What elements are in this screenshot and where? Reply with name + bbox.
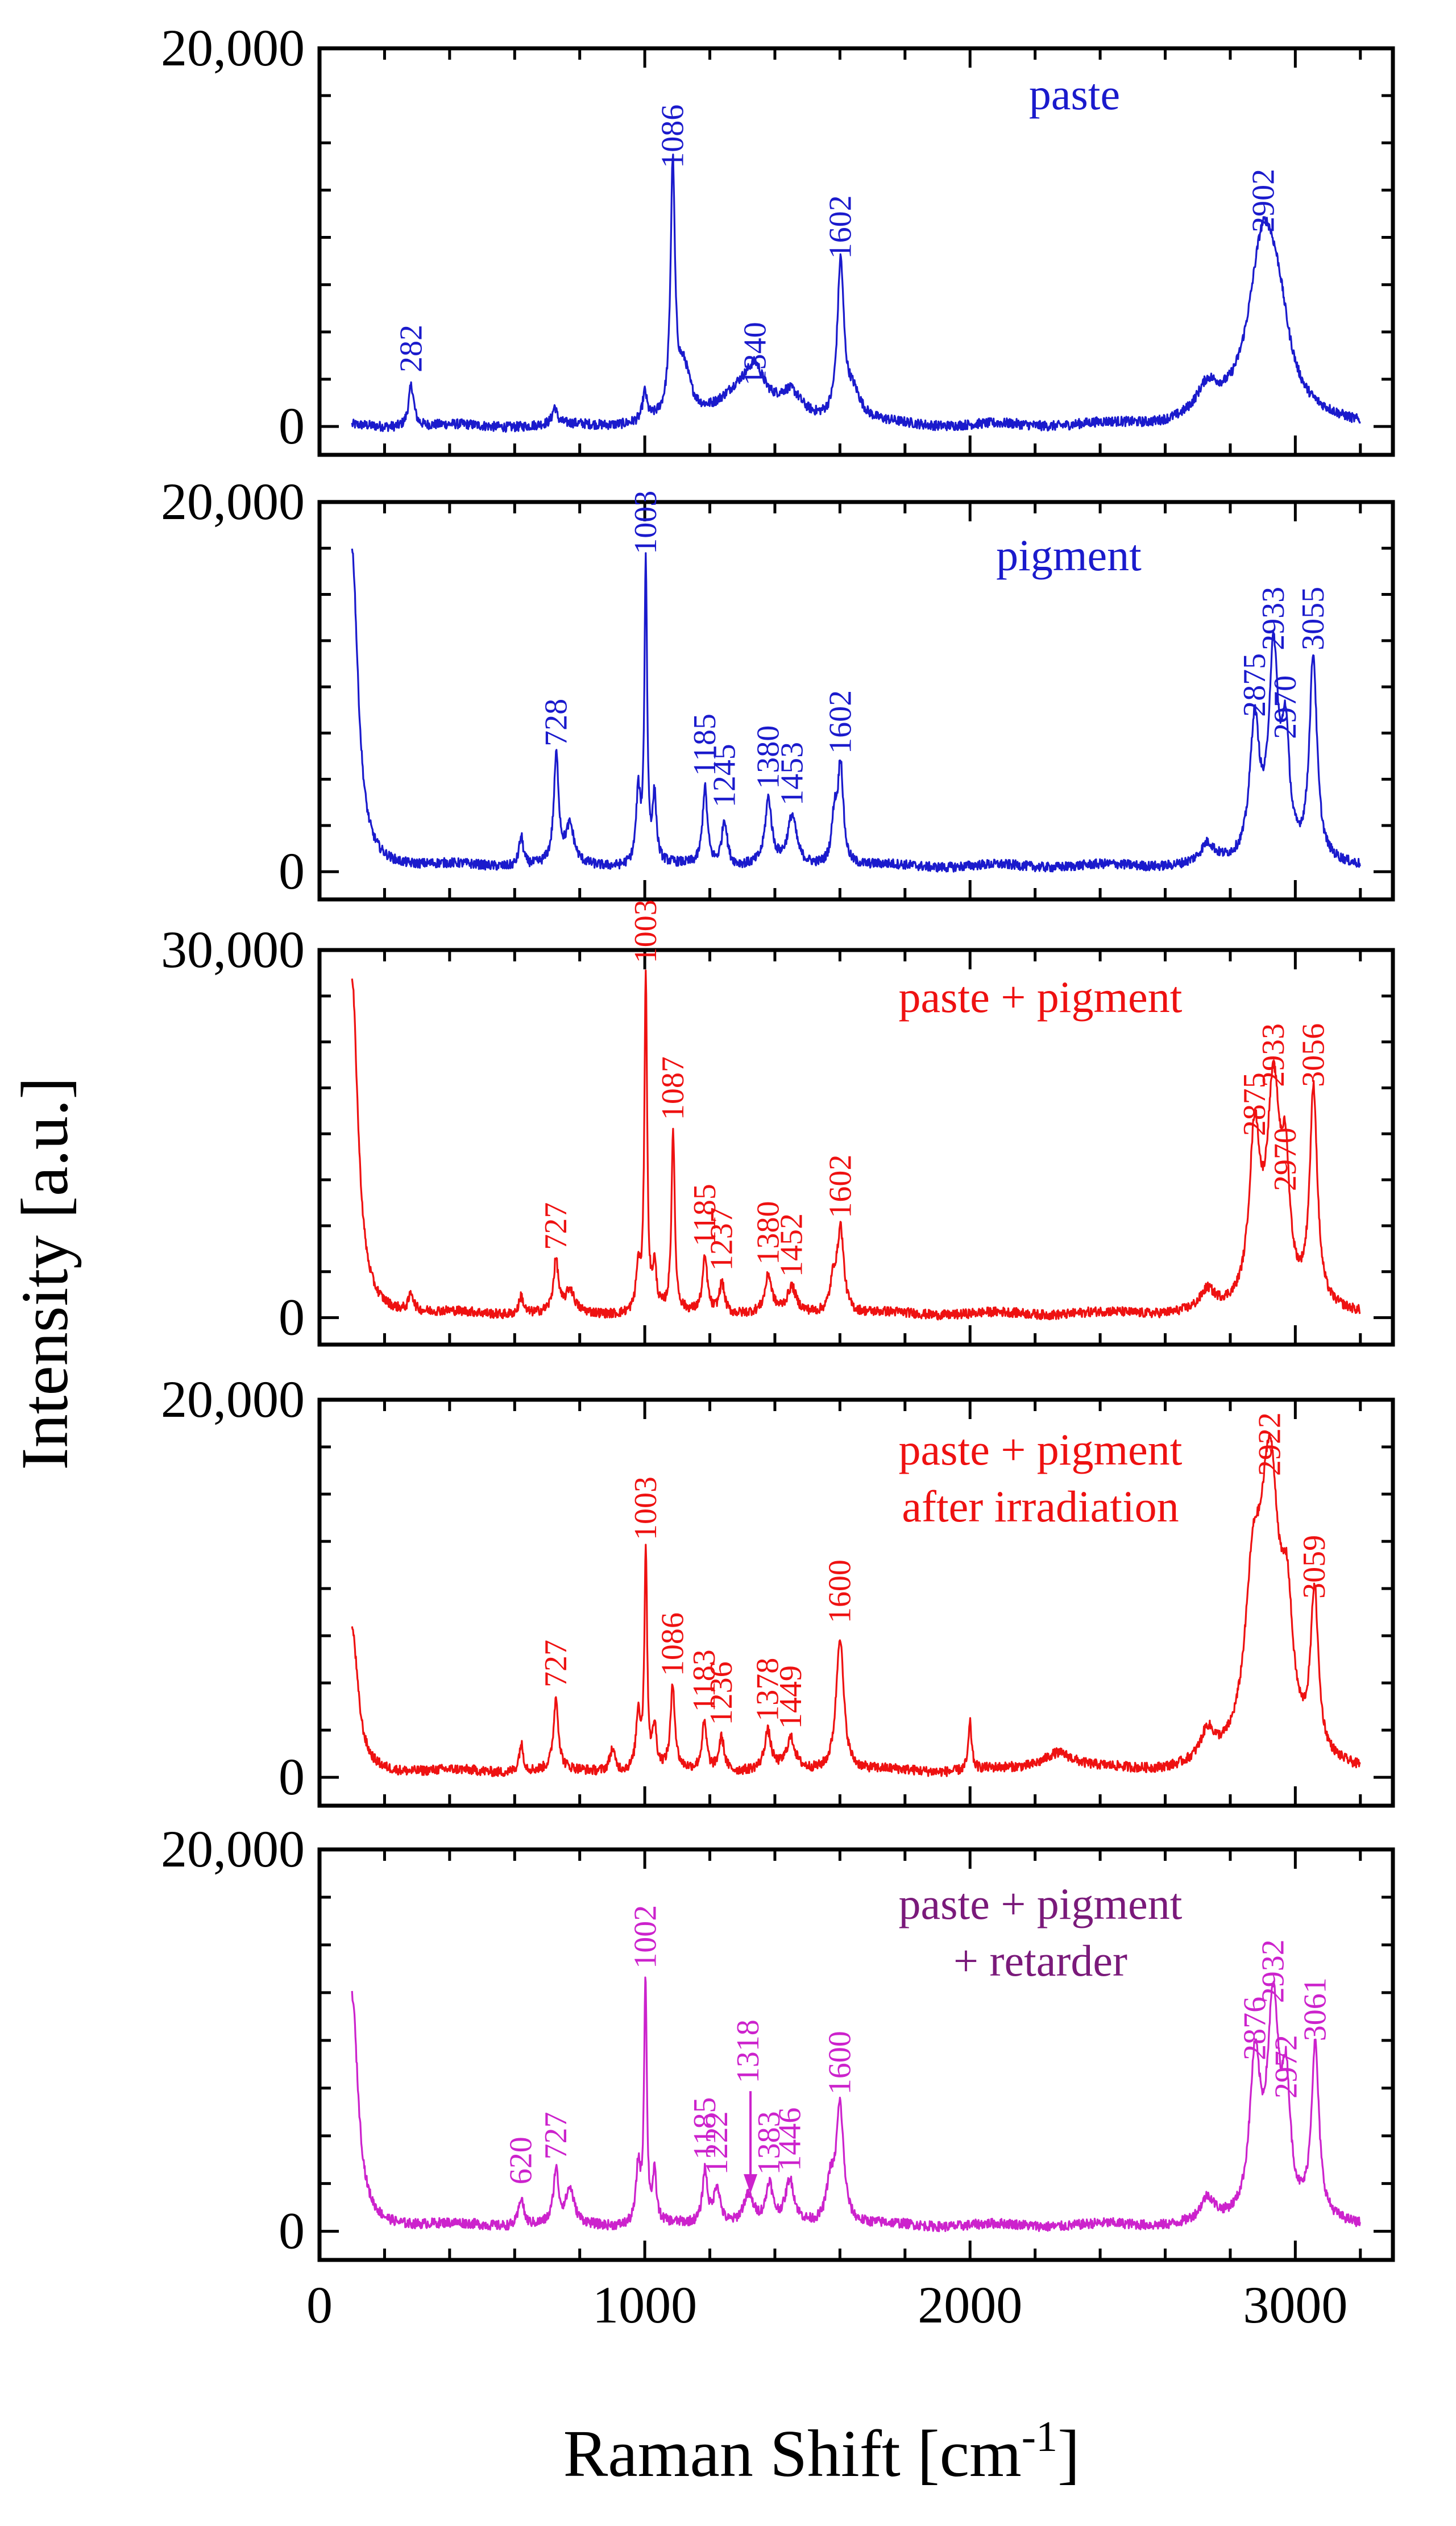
peak-label: 2933 [1256, 1023, 1291, 1087]
peak-arrow-head [744, 2174, 758, 2194]
panel-frame [317, 1397, 1395, 1808]
peak-label: 620 [504, 2137, 539, 2184]
peak-label: 2875 [1237, 653, 1272, 717]
x-axis-tick-labels: 0 1000 2000 3000 [306, 2276, 1347, 2334]
panel-title: paste + pigment [899, 1879, 1183, 1928]
y-tick-label: 20,000 [161, 1820, 305, 1878]
spectrum-line [351, 154, 1361, 433]
peak-label: 1380 [751, 725, 786, 789]
peak-label: 1087 [656, 1056, 691, 1120]
peak-label: 3059 [1297, 1535, 1332, 1599]
y-tick-label: 20,000 [161, 1370, 305, 1428]
y-tick-label: 20,000 [161, 19, 305, 77]
x-tick-label: 0 [306, 2276, 333, 2334]
peak-label: 1222 [699, 2111, 735, 2175]
peak-label: 1236 [704, 1661, 739, 1725]
spectrum-line [351, 969, 1361, 1321]
panel-frame [317, 46, 1395, 457]
peak-label: 3056 [1296, 1023, 1331, 1087]
peak-label: 1600 [822, 1559, 857, 1623]
peak-label: 1446 [772, 2108, 807, 2171]
peak-label: 2933 [1256, 587, 1291, 650]
peak-label: 1383 [752, 2111, 787, 2175]
peak-label: 2932 [1256, 1939, 1291, 2003]
peak-label: 1086 [655, 105, 690, 168]
spectrum-line [351, 1432, 1361, 1777]
panel-title: paste + pigment [899, 972, 1183, 1022]
peak-label: 1237 [704, 1207, 740, 1271]
peak-label: 2876 [1237, 1997, 1272, 2060]
panel-title: paste + pigment [899, 1425, 1183, 1474]
x-tick-label: 3000 [1243, 2276, 1347, 2334]
peak-label: 2970 [1268, 675, 1303, 739]
x-tick-label: 1000 [592, 2276, 697, 2334]
panel-frame [317, 1847, 1395, 2262]
panel-frame [317, 948, 1395, 1347]
peak-label: 1002 [628, 1905, 663, 1969]
y-axis-title: Intensity [a.u.] [7, 1077, 82, 1470]
spectrum-line [351, 1976, 1361, 2233]
y-tick-label: 0 [279, 842, 305, 900]
panel-title: + retarder [953, 1936, 1127, 1985]
peak-label: 1602 [823, 1155, 858, 1218]
peak-label: 728 [539, 699, 574, 746]
panel-frame [317, 500, 1395, 902]
panel-1: 0 20,000 paste 282 1086 1340 1602 2902 [161, 19, 1395, 457]
peak-label: 1185 [687, 714, 723, 776]
peak-label: 1003 [628, 899, 663, 963]
y-tick-label: 0 [279, 1748, 305, 1806]
peak-label: 727 [538, 2112, 574, 2160]
peak-label: 3061 [1297, 1977, 1333, 2041]
peak-label: 1340 [738, 322, 773, 385]
peak-label: 1003 [628, 1476, 663, 1540]
peak-label: 2902 [1246, 169, 1281, 233]
peak-label: 1185 [687, 2097, 723, 2160]
peak-label: 1602 [823, 690, 858, 754]
y-tick-label: 0 [279, 397, 305, 455]
peak-label: 1380 [751, 1201, 786, 1265]
spectrum-line [351, 548, 1361, 873]
y-tick-label: 20,000 [161, 472, 305, 530]
peak-label: 1183 [687, 1649, 722, 1712]
panel-3: 0 30,000 paste + pigment 727 1003 1087 1185123… [161, 899, 1395, 1347]
panel-4: 0 20,000 paste + pigment after irradiation 7… [161, 1370, 1395, 1808]
panel-title: after irradiation [902, 1482, 1179, 1531]
panel-title: pigment [996, 530, 1142, 580]
peak-label: 2922 [1252, 1412, 1288, 1476]
peak-label: 1378 [750, 1658, 785, 1722]
peak-label: 1449 [773, 1665, 808, 1729]
peak-label: 1453 [774, 742, 810, 806]
peak-label: 282 [393, 325, 429, 372]
peak-label: 1086 [655, 1612, 690, 1676]
peak-label: 1318 [731, 2019, 766, 2083]
peak-label: 1600 [822, 2031, 857, 2094]
peak-label: 3055 [1296, 587, 1331, 650]
y-tick-label: 0 [279, 2202, 305, 2260]
y-tick-label: 30,000 [161, 920, 305, 978]
peak-label: 1602 [823, 195, 858, 259]
peak-label: 727 [538, 1202, 574, 1250]
peak-label: 1003 [628, 491, 663, 554]
peak-label: 1452 [774, 1213, 810, 1277]
peak-label: 1245 [707, 744, 742, 807]
peak-label: 2970 [1268, 1127, 1303, 1191]
x-tick-label: 2000 [918, 2276, 1022, 2334]
spectra-panels: 0 20,000 paste 282 1086 1340 1602 2902 0 20,000 pi… [161, 19, 1395, 2262]
peak-label: 2875 [1237, 1072, 1272, 1136]
peak-label: 1185 [687, 1184, 723, 1246]
peak-label: 2972 [1268, 2035, 1304, 2098]
y-tick-label: 0 [279, 1288, 305, 1346]
panel-title: paste [1029, 69, 1120, 119]
peak-label: 727 [538, 1640, 574, 1687]
x-axis-title: Raman Shift [cm-1] [563, 2413, 1080, 2491]
